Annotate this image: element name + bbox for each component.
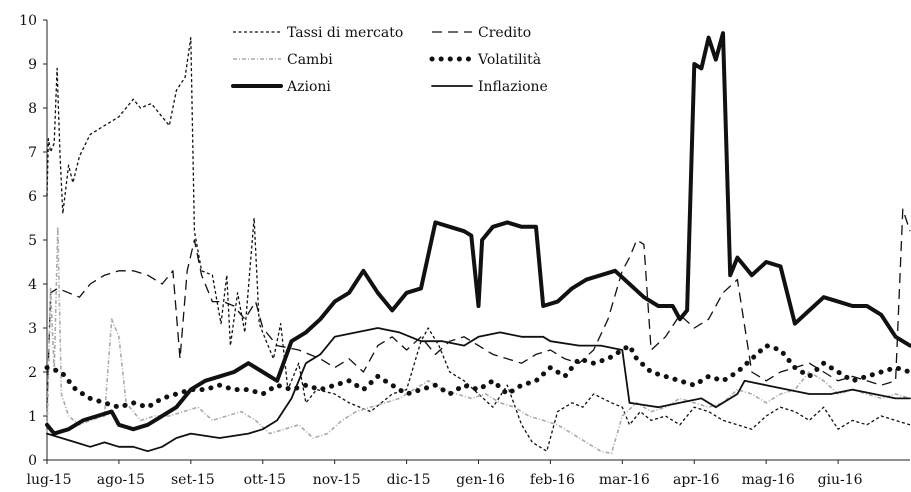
legend-label: Cambi [287,52,333,68]
x-tick-label: ott-15 [244,472,286,488]
x-tick-label: giu-16 [818,472,863,488]
x-tick-label: apr-16 [673,472,720,488]
x-tick-label: ago-15 [97,472,145,488]
x-tick-label: feb-16 [530,472,575,488]
x-tick-label: set-15 [171,472,215,488]
series-line-1 [46,208,911,408]
legend-label: Inflazione [478,79,548,95]
y-tick-label: 3 [28,321,37,337]
x-tick-label: lug-15 [26,472,71,488]
y-tick-label: 0 [28,453,37,469]
series-layer [44,31,911,455]
series-line-2 [46,226,911,455]
legend-label: Credito [478,25,531,41]
axes: 0 1 2 3 4 5 6 7 8 9 10 lug-15 ago-15 set-15 ott-15 nov-… [19,13,910,488]
x-tick-label: dic-15 [387,472,431,488]
legend: Tassi di mercato Credito Cambi Volatilità Az… [231,25,548,95]
x-tick-label: gen-16 [456,472,505,488]
y-tick-label: 7 [28,145,37,161]
series-line-4 [45,31,911,436]
y-tick-label: 4 [28,277,37,293]
y-tick-label: 8 [28,101,37,117]
legend-label: Tassi di mercato [287,25,403,41]
x-tick-label: nov-15 [313,472,361,488]
series-line-3 [44,343,911,410]
y-tick-label: 1 [28,409,37,425]
series-line-0 [46,36,911,452]
y-tick-label: 6 [28,189,37,205]
x-tick-label: mag-16 [742,472,795,488]
legend-label: Volatilità [477,51,541,68]
y-tick-label: 9 [28,57,37,73]
legend-label: Azioni [286,79,331,95]
y-tick-label: 2 [28,365,37,381]
y-tick-label: 10 [19,13,37,29]
y-tick-label: 5 [28,233,37,249]
x-tick-label: mar-16 [599,472,650,488]
series-line-5 [46,327,911,453]
